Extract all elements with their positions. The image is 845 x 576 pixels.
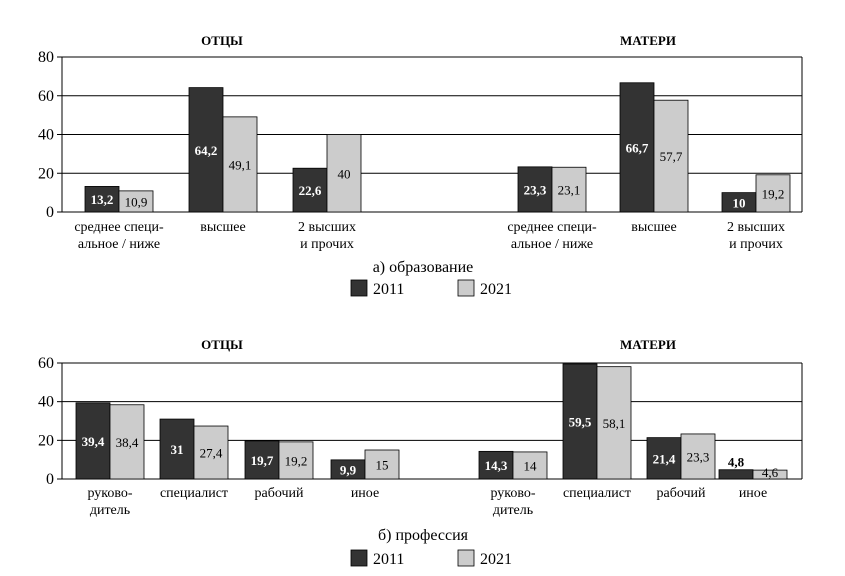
bar-2021 bbox=[653, 99, 689, 213]
y-tick-label: 20 bbox=[38, 432, 54, 449]
bar-2021 bbox=[596, 366, 632, 480]
category-label: высшее bbox=[200, 220, 245, 235]
chart-caption: б) профессия bbox=[378, 527, 469, 544]
chart-1: 0 20 40 60 80 ОТЦЫ 13,2 10,9 среднее специ-ально… bbox=[38, 33, 803, 298]
y-tick-label: 40 bbox=[38, 394, 54, 411]
data-label: 23,3 bbox=[687, 449, 710, 464]
data-label: 23,3 bbox=[524, 182, 547, 197]
bar-2021 bbox=[193, 425, 229, 480]
legend-swatch-2011 bbox=[350, 279, 368, 297]
data-label: 64,2 bbox=[195, 143, 218, 158]
legend-label: 2011 bbox=[373, 281, 404, 298]
y-tick-label: 0 bbox=[46, 471, 54, 488]
panel-title: ОТЦЫ bbox=[201, 33, 243, 48]
bar-2011 bbox=[718, 469, 754, 480]
data-label: 10,9 bbox=[125, 194, 148, 209]
bar-2021 bbox=[680, 433, 716, 480]
y-tick-label: 80 bbox=[38, 49, 54, 66]
bar-2011 bbox=[84, 186, 120, 213]
category-label: рабочий bbox=[255, 486, 305, 501]
bar-2011 bbox=[619, 82, 655, 213]
data-label: 58,1 bbox=[603, 416, 626, 431]
bar-2021 bbox=[118, 190, 154, 213]
data-label: 66,7 bbox=[626, 140, 649, 155]
legend-swatch-2021 bbox=[457, 279, 475, 297]
category-label: руково-дитель bbox=[490, 486, 535, 518]
data-label: 4,6 bbox=[762, 465, 779, 480]
data-label: 14,3 bbox=[485, 458, 508, 473]
panel-title: ОТЦЫ bbox=[201, 337, 243, 352]
data-label: 4,8 bbox=[728, 455, 745, 470]
bar-2011 bbox=[478, 450, 514, 480]
bar-2021 bbox=[755, 174, 791, 213]
bar-2021 bbox=[109, 404, 145, 480]
data-label: 59,5 bbox=[569, 414, 592, 429]
category-label: 2 высших и прочих bbox=[727, 220, 785, 252]
y-tick-label: 40 bbox=[38, 127, 54, 144]
data-label: 57,7 bbox=[660, 149, 683, 164]
category-label: специалист bbox=[160, 486, 228, 501]
category-label: рабочий bbox=[657, 486, 707, 501]
bar-2021 bbox=[326, 134, 362, 213]
data-label: 27,4 bbox=[200, 446, 223, 461]
data-label: 9,9 bbox=[340, 462, 357, 477]
data-label: 13,2 bbox=[91, 192, 114, 207]
data-label: 23,1 bbox=[558, 183, 581, 198]
data-label: 22,6 bbox=[299, 183, 322, 198]
legend-label: 2021 bbox=[480, 281, 512, 298]
data-label: 19,2 bbox=[762, 186, 785, 201]
chart-2: 0 20 40 60 ОТЦЫ 39,4 38,4 руково-дитель 31 27,4 сп… bbox=[38, 337, 803, 568]
bar-2021 bbox=[364, 449, 400, 480]
data-label: 21,4 bbox=[653, 451, 676, 466]
category-label: среднее специ-альное / ниже bbox=[507, 220, 597, 252]
legend-swatch-2011 bbox=[350, 549, 368, 567]
bar-2021 bbox=[512, 451, 548, 480]
bar-2011 bbox=[292, 167, 328, 213]
category-label: 2 высших и прочих bbox=[298, 220, 356, 252]
bar-2011 bbox=[244, 440, 280, 480]
data-label: 31 bbox=[171, 442, 184, 457]
panel-title: МАТЕРИ bbox=[620, 337, 676, 352]
y-tick-label: 20 bbox=[38, 165, 54, 182]
category-label: специалист bbox=[563, 486, 631, 501]
legend-swatch-2021 bbox=[457, 549, 475, 567]
bar-2011 bbox=[517, 166, 553, 213]
data-label: 38,4 bbox=[116, 435, 139, 450]
category-label: иное bbox=[351, 486, 379, 501]
data-label: 14 bbox=[524, 458, 538, 473]
legend-label: 2011 bbox=[373, 551, 404, 568]
data-label: 39,4 bbox=[82, 434, 105, 449]
chart-caption: а) образование bbox=[373, 259, 474, 276]
data-label: 19,2 bbox=[285, 453, 308, 468]
category-label: руково-дитель bbox=[87, 486, 132, 518]
data-label: 40 bbox=[338, 166, 351, 181]
y-tick-label: 60 bbox=[38, 88, 54, 105]
bar-2021 bbox=[222, 116, 258, 213]
panel-title: МАТЕРИ bbox=[620, 33, 676, 48]
bar-2021 bbox=[551, 166, 587, 213]
data-label: 19,7 bbox=[251, 453, 274, 468]
data-label: 15 bbox=[376, 458, 389, 473]
category-label: высшее bbox=[631, 220, 676, 235]
bar-2021 bbox=[278, 441, 314, 480]
data-label: 10 bbox=[733, 195, 746, 210]
bar-2011 bbox=[562, 363, 598, 480]
bar-2011 bbox=[75, 402, 111, 480]
y-tick-label: 60 bbox=[38, 355, 54, 372]
y-tick-label: 0 bbox=[46, 204, 54, 221]
category-label: среднее специ-альное / ниже bbox=[74, 220, 164, 252]
bar-2011 bbox=[646, 437, 682, 480]
data-label: 49,1 bbox=[229, 157, 252, 172]
legend-label: 2021 bbox=[480, 551, 512, 568]
bar-2021 bbox=[752, 469, 788, 480]
category-label: иное bbox=[739, 486, 767, 501]
